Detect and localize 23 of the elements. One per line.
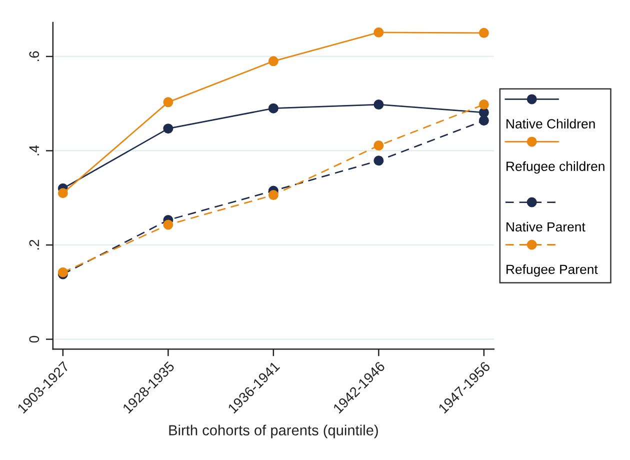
point (374, 140, 384, 151)
point (478, 116, 489, 126)
y-tick-label: 0 (29, 336, 40, 343)
legend-label: Native Children (506, 118, 595, 129)
legend-label: Native Parent (506, 222, 586, 232)
point (374, 100, 384, 110)
x-axis-title: Birth cohorts of parents (quintile) (169, 424, 378, 438)
point (163, 97, 174, 108)
point (268, 103, 278, 114)
point (374, 27, 384, 38)
y-tick-label: .6 (29, 51, 40, 61)
point (268, 190, 278, 200)
point (374, 156, 384, 166)
y-tick-label: .4 (29, 145, 39, 156)
point (478, 28, 489, 38)
y-tick-label: .2 (29, 240, 39, 250)
point (163, 124, 174, 134)
legend-label: Refugee children (506, 161, 604, 174)
point (478, 100, 489, 110)
point (58, 188, 68, 198)
point (268, 56, 278, 66)
point (163, 220, 174, 230)
legend-label: Refugee Parent (506, 264, 598, 277)
